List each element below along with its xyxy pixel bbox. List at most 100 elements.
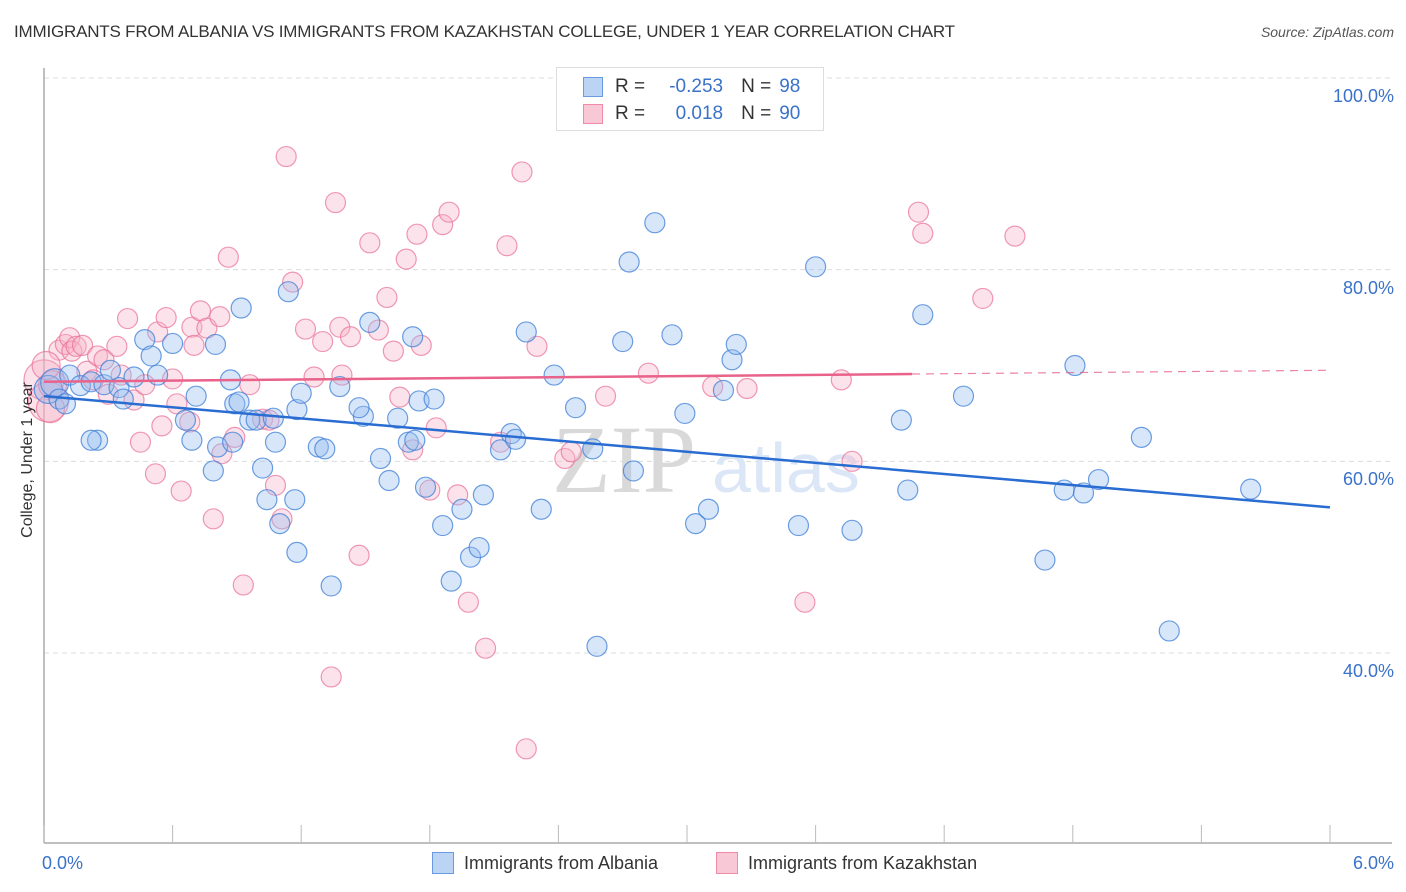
albania-point [256, 489, 278, 511]
albania-point [108, 376, 130, 399]
watermark-atlas: atlas [712, 429, 860, 507]
r-value: 0.018 [675, 103, 724, 124]
albania-point [204, 333, 227, 356]
albania-point [262, 407, 284, 429]
albania-point [644, 212, 666, 234]
albania-point [284, 489, 306, 511]
albania-point [697, 498, 720, 520]
albania-point [1087, 468, 1110, 491]
albania-point [787, 514, 810, 537]
n-value: 98 [779, 76, 801, 97]
albania-point [140, 345, 162, 367]
albania-point [440, 570, 462, 592]
kazakhstan-point [554, 447, 576, 470]
kazakhstan-point [560, 441, 582, 463]
kazakhstan-point [382, 340, 404, 362]
albania-point [515, 321, 537, 343]
kazakhstan-point [155, 306, 177, 329]
trend-line-kazakhstan [43, 372, 913, 384]
albania-point [99, 359, 122, 381]
albania-point [712, 379, 735, 402]
n-label: N = [741, 103, 772, 124]
albania-point [277, 281, 299, 303]
trend-line-albania [43, 394, 1331, 509]
kazakhstan-point [474, 637, 497, 659]
albania-point [230, 297, 252, 319]
y-axis-label: College, Under 1 year [19, 382, 36, 538]
y-tick-label: 60.0% [1342, 469, 1394, 489]
legend-item-kazakhstan: Immigrants from Kazakhstan [716, 852, 977, 874]
kazakhstan-point [736, 377, 758, 400]
kazakhstan-point [144, 463, 167, 485]
kazakhstan-point [71, 334, 94, 356]
albania-point [451, 498, 473, 520]
albania-swatch-icon [583, 77, 603, 97]
albania-point [378, 469, 400, 492]
y-tick-label: 40.0% [1342, 661, 1394, 681]
kazakhstan-point [794, 591, 816, 613]
correlation-legend: R = -0.253 N = 98 R = 0.018 N = 90 [556, 67, 824, 131]
legend-label: Immigrants from Albania [464, 852, 659, 873]
albania-point [897, 479, 919, 501]
albania-point [1064, 354, 1086, 377]
kazakhstan-point [359, 232, 381, 254]
albania-point [504, 428, 527, 450]
albania-point [228, 391, 250, 413]
albania-point [530, 498, 552, 520]
kazakhstan-point [410, 334, 432, 356]
kazakhstan-point [93, 349, 115, 371]
albania-point [725, 333, 747, 356]
kazakhstan-swatch-icon [583, 104, 603, 124]
kazakhstan-point [376, 286, 398, 309]
albania-point [329, 375, 351, 398]
albania-point [841, 519, 863, 541]
albania-point [1130, 426, 1152, 448]
albania-point [414, 476, 437, 498]
albania-point [543, 364, 565, 386]
kazakhstan-point [912, 222, 934, 244]
r-label: R = [615, 76, 646, 97]
albania-point [1072, 482, 1095, 504]
r-value: -0.253 [669, 76, 724, 97]
albania-point [661, 324, 683, 346]
albania-point [181, 429, 203, 451]
kazakhstan-point [303, 366, 325, 388]
kazakhstan-swatch-icon [716, 852, 738, 874]
kazakhstan-point [367, 319, 389, 341]
albania-point [290, 382, 312, 404]
kazakhstan-point [972, 287, 994, 310]
x-tick-label: 0.0% [42, 853, 84, 873]
kazakhstan-point [312, 330, 334, 353]
albania-point [1034, 549, 1056, 571]
albania-point [162, 332, 184, 355]
legend-item-albania: Immigrants from Albania [432, 852, 658, 874]
kazakhstan-point [406, 223, 428, 245]
kazakhstan-point [637, 362, 660, 384]
axes [43, 68, 1392, 844]
kazakhstan-point [217, 246, 239, 268]
albania-point [123, 366, 145, 388]
y-tick-label: 100.0% [1332, 86, 1394, 106]
kazakhstan-point [320, 666, 342, 688]
albania-point [472, 484, 494, 506]
albania-point [674, 402, 696, 425]
kazakhstan-point [395, 248, 417, 270]
n-value: 90 [779, 103, 801, 124]
albania-point [1158, 620, 1180, 642]
kazakhstan-point [438, 201, 460, 223]
kazakhstan-point [106, 335, 128, 357]
chart-title: IMMIGRANTS FROM ALBANIA VS IMMIGRANTS FR… [14, 22, 955, 41]
albania-point [348, 397, 370, 419]
albania-point [432, 514, 454, 537]
kazakhstan-point [294, 318, 317, 340]
kazakhstan-point [425, 417, 447, 439]
albania-point [618, 251, 640, 273]
kazakhstan-point [1004, 225, 1026, 247]
albania-swatch-icon [432, 852, 454, 874]
kazakhstan-point [515, 738, 537, 760]
albania-point [252, 457, 274, 479]
kazakhstan-point [170, 480, 192, 502]
source-label: Source: ZipAtlas.com [1260, 24, 1394, 40]
albania-point [586, 635, 608, 657]
